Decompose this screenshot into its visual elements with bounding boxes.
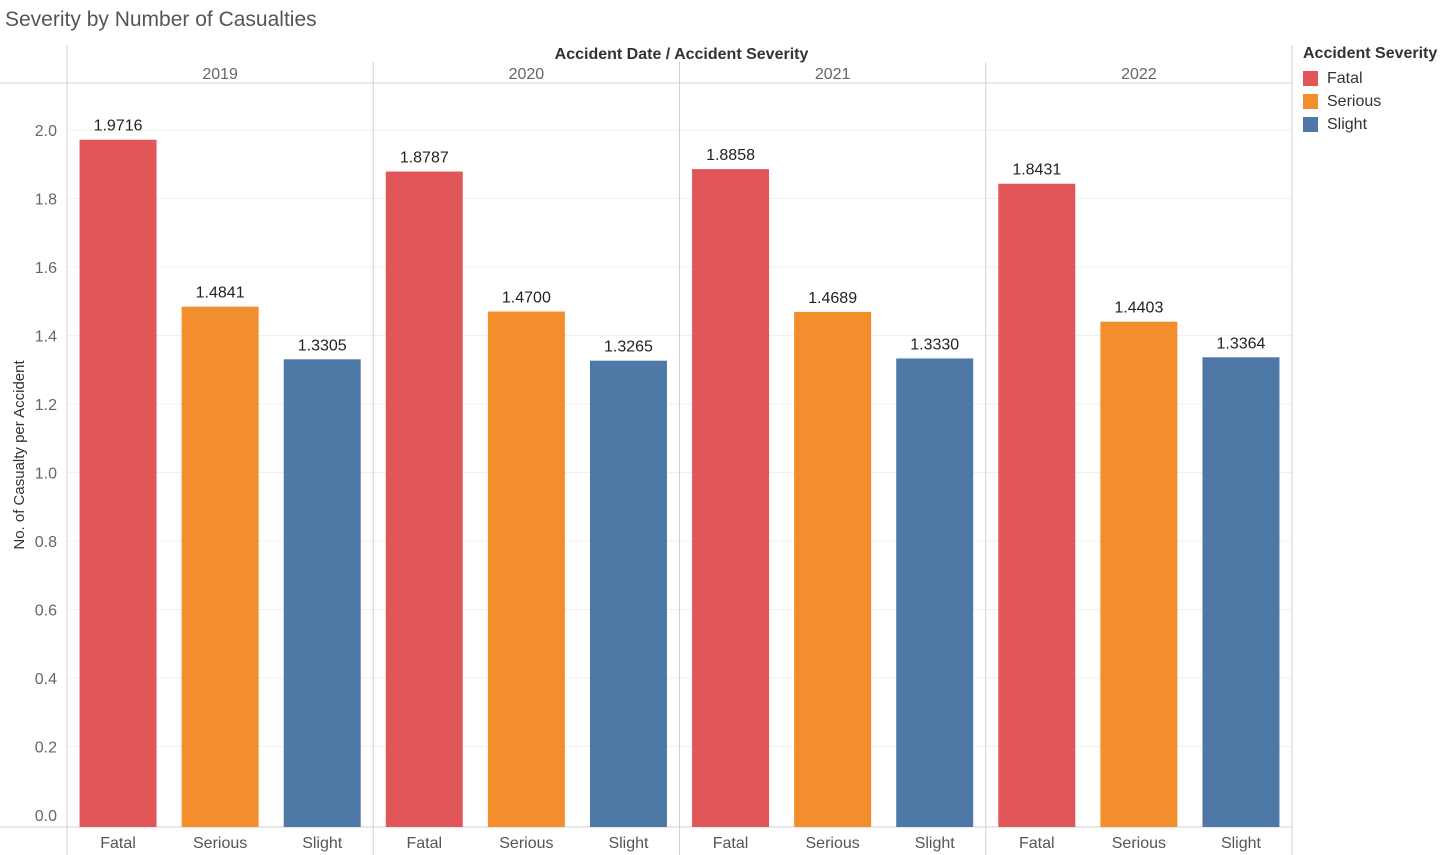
legend-item-fatal[interactable]: Fatal — [1303, 67, 1437, 90]
year-header-2020: 2020 — [509, 66, 545, 83]
bar-2019-slight[interactable] — [283, 359, 361, 827]
bar-2021-serious[interactable] — [794, 311, 872, 828]
y-tick-label: 1.4 — [35, 329, 57, 346]
chart-title: Severity by Number of Casualties — [5, 8, 317, 31]
bar-2019-serious[interactable] — [181, 306, 259, 827]
y-axis-title: No. of Casualty per Accident — [11, 360, 28, 550]
bar-2022-fatal[interactable] — [998, 183, 1076, 827]
x-tick-label: Fatal — [713, 835, 749, 852]
y-tick-label: 1.0 — [35, 466, 57, 483]
legend: Accident Severity Fatal Serious Slight — [1303, 45, 1437, 136]
y-tick-label: 1.2 — [35, 397, 57, 414]
data-label: 1.4841 — [196, 285, 245, 302]
bar-2020-slight[interactable] — [589, 360, 667, 827]
y-tick-label: 0.8 — [35, 534, 57, 551]
x-tick-label: Fatal — [100, 835, 136, 852]
data-label: 1.8431 — [1012, 162, 1061, 179]
y-tick-label: 0.0 — [35, 808, 57, 825]
x-tick-label: Serious — [806, 835, 860, 852]
y-tick-label: 1.6 — [35, 260, 57, 277]
data-label: 1.4700 — [502, 290, 551, 307]
x-tick-label: Slight — [302, 835, 343, 852]
legend-title: Accident Severity — [1303, 45, 1438, 62]
y-tick-label: 0.4 — [35, 671, 57, 688]
data-label: 1.4403 — [1114, 300, 1163, 317]
y-tick-label: 2.0 — [35, 123, 57, 140]
bar-2019-fatal[interactable] — [79, 139, 157, 828]
data-label: 1.8858 — [706, 147, 755, 164]
year-header-2022: 2022 — [1121, 66, 1157, 83]
legend-label-slight: Slight — [1327, 115, 1368, 133]
x-tick-label: Slight — [915, 835, 956, 852]
data-label: 1.3364 — [1216, 335, 1265, 352]
legend-swatch-fatal — [1303, 71, 1318, 86]
year-header-2019: 2019 — [202, 66, 238, 83]
legend-item-slight[interactable]: Slight — [1303, 113, 1437, 136]
data-label: 1.3305 — [298, 337, 347, 354]
x-tick-label: Slight — [608, 835, 649, 852]
legend-item-serious[interactable]: Serious — [1303, 90, 1437, 113]
bar-2020-serious[interactable] — [487, 311, 565, 827]
year-header-2021: 2021 — [815, 66, 851, 83]
data-label: 1.4689 — [808, 290, 857, 307]
data-label: 1.3330 — [910, 336, 959, 353]
header-label: Accident Date / Accident Severity — [555, 46, 809, 63]
x-tick-label: Serious — [499, 835, 553, 852]
data-label: 1.3265 — [604, 339, 653, 356]
bar-2022-slight[interactable] — [1202, 357, 1280, 827]
x-tick-label: Fatal — [1019, 835, 1055, 852]
x-tick-label: Serious — [1112, 835, 1166, 852]
data-label: 1.8787 — [400, 150, 449, 167]
bar-2021-slight[interactable] — [896, 358, 974, 827]
x-tick-label: Slight — [1221, 835, 1262, 852]
legend-label-fatal: Fatal — [1327, 69, 1363, 87]
bar-2021-fatal[interactable] — [692, 169, 770, 827]
legend-swatch-serious — [1303, 94, 1318, 109]
y-tick-label: 0.6 — [35, 603, 57, 620]
legend-swatch-slight — [1303, 117, 1318, 132]
legend-label-serious: Serious — [1327, 92, 1382, 110]
bar-2022-serious[interactable] — [1100, 321, 1178, 827]
y-tick-label: 0.2 — [35, 740, 57, 757]
data-label: 1.9716 — [94, 118, 143, 135]
y-tick-label: 1.8 — [35, 192, 57, 209]
x-tick-label: Serious — [193, 835, 247, 852]
bar-2020-fatal[interactable] — [385, 171, 463, 827]
x-tick-label: Fatal — [407, 835, 443, 852]
bar-chart: 0.0 0.2 0.4 0.6 0.8 1.0 1.2 1.4 1.6 1.8 2.0 Acciden… — [0, 45, 1293, 855]
